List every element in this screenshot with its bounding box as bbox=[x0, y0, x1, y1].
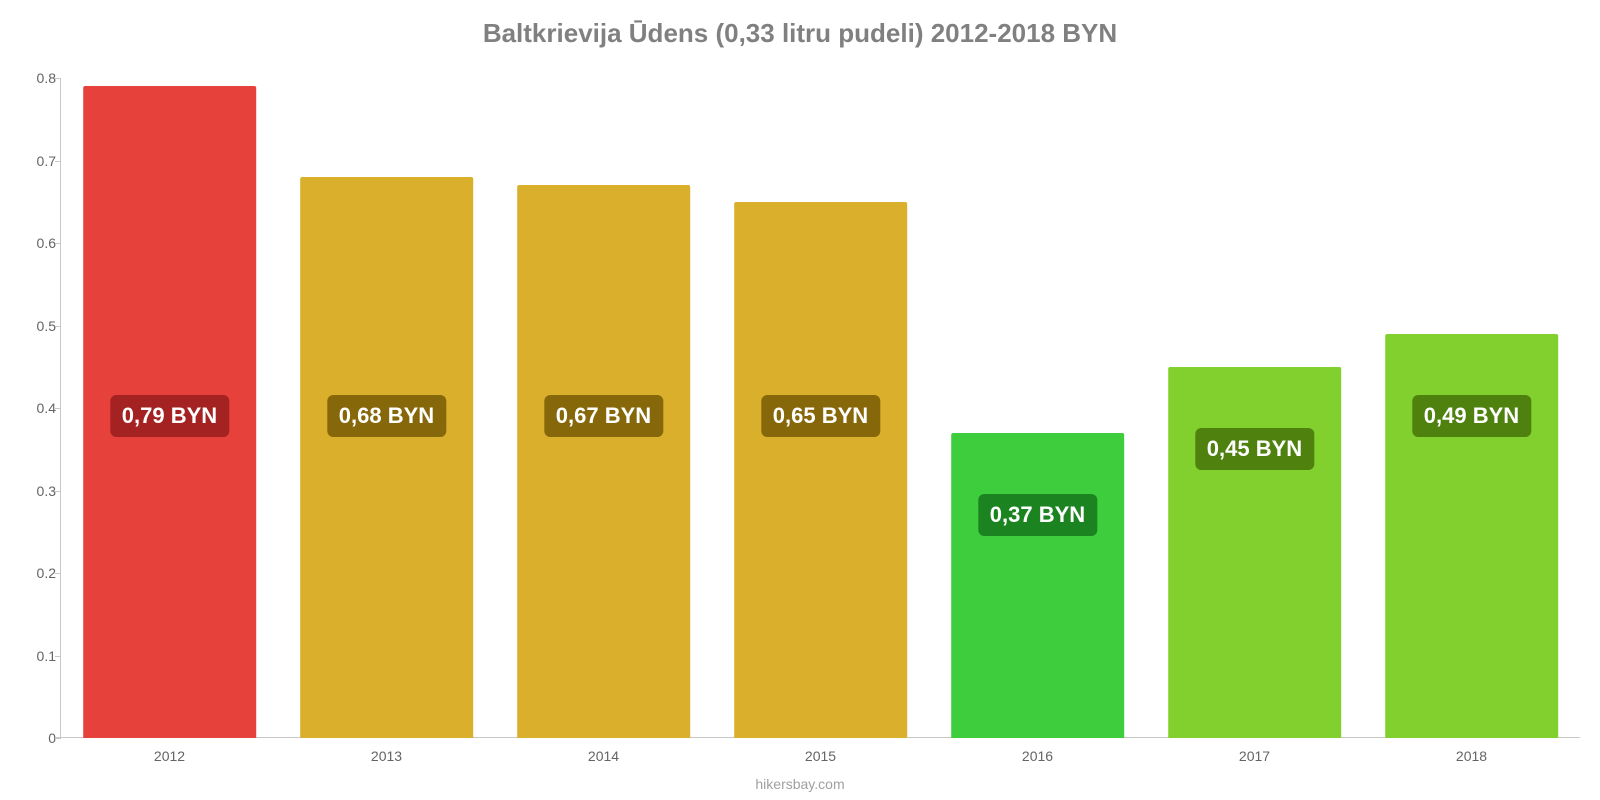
bar-value-label: 0,79 BYN bbox=[110, 395, 229, 437]
plot-area: 0,79 BYN20120,68 BYN20130,67 BYN20140,65… bbox=[60, 78, 1580, 738]
bar-slot: 0,67 BYN2014 bbox=[495, 78, 712, 738]
y-tick-mark bbox=[55, 243, 61, 244]
bar-value-label: 0,68 BYN bbox=[327, 395, 446, 437]
bar bbox=[734, 202, 908, 738]
y-tick-mark bbox=[55, 78, 61, 79]
y-tick-mark bbox=[55, 573, 61, 574]
y-tick-label: 0.1 bbox=[16, 648, 56, 664]
x-tick-label: 2016 bbox=[1022, 748, 1053, 764]
y-tick-label: 0.8 bbox=[16, 70, 56, 86]
bar bbox=[1168, 367, 1342, 738]
y-tick-mark bbox=[55, 326, 61, 327]
bar-value-label: 0,49 BYN bbox=[1412, 395, 1531, 437]
y-tick-label: 0.3 bbox=[16, 483, 56, 499]
y-tick-mark bbox=[55, 408, 61, 409]
x-tick-label: 2012 bbox=[154, 748, 185, 764]
x-tick-label: 2017 bbox=[1239, 748, 1270, 764]
x-tick-label: 2013 bbox=[371, 748, 402, 764]
bars-container: 0,79 BYN20120,68 BYN20130,67 BYN20140,65… bbox=[61, 78, 1580, 738]
y-tick-label: 0 bbox=[16, 730, 56, 746]
y-tick-mark bbox=[55, 161, 61, 162]
bar bbox=[951, 433, 1125, 738]
y-tick-label: 0.7 bbox=[16, 153, 56, 169]
chart-title: Baltkrievija Ūdens (0,33 litru pudeli) 2… bbox=[0, 0, 1600, 49]
bar-slot: 0,45 BYN2017 bbox=[1146, 78, 1363, 738]
y-tick-label: 0.4 bbox=[16, 400, 56, 416]
bar-slot: 0,49 BYN2018 bbox=[1363, 78, 1580, 738]
y-tick-mark bbox=[55, 738, 61, 739]
x-tick-label: 2015 bbox=[805, 748, 836, 764]
bar-value-label: 0,65 BYN bbox=[761, 395, 880, 437]
bar-value-label: 0,37 BYN bbox=[978, 494, 1097, 536]
y-tick-mark bbox=[55, 656, 61, 657]
bar-value-label: 0,45 BYN bbox=[1195, 428, 1314, 470]
bar-slot: 0,65 BYN2015 bbox=[712, 78, 929, 738]
bar-slot: 0,79 BYN2012 bbox=[61, 78, 278, 738]
bar-value-label: 0,67 BYN bbox=[544, 395, 663, 437]
y-axis: 00.10.20.30.40.50.60.70.8 bbox=[20, 78, 60, 738]
bar-slot: 0,37 BYN2016 bbox=[929, 78, 1146, 738]
x-tick-label: 2014 bbox=[588, 748, 619, 764]
y-tick-label: 0.5 bbox=[16, 318, 56, 334]
y-tick-mark bbox=[55, 491, 61, 492]
x-tick-label: 2018 bbox=[1456, 748, 1487, 764]
chart-source: hikersbay.com bbox=[755, 776, 844, 792]
y-tick-label: 0.2 bbox=[16, 565, 56, 581]
bar bbox=[517, 185, 691, 738]
y-tick-label: 0.6 bbox=[16, 235, 56, 251]
chart-area: 00.10.20.30.40.50.60.70.8 0,79 BYN20120,… bbox=[60, 78, 1580, 738]
bar-slot: 0,68 BYN2013 bbox=[278, 78, 495, 738]
bar bbox=[300, 177, 474, 738]
